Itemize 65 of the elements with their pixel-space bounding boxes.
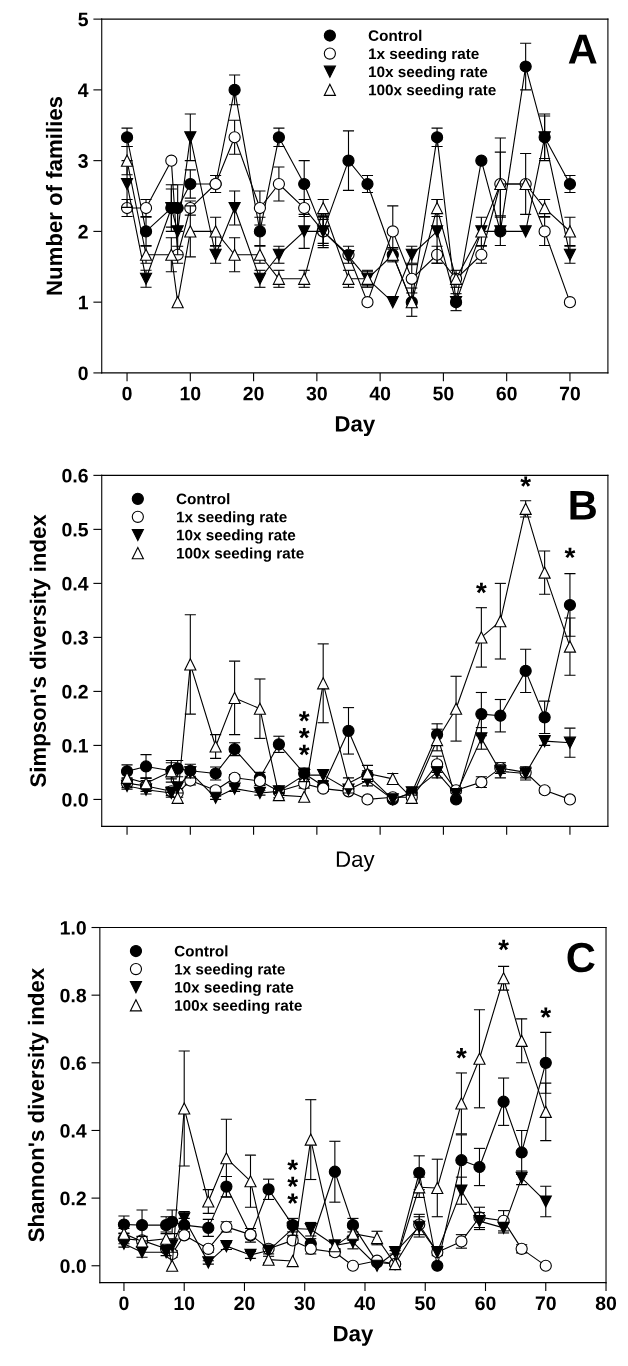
annotation: B bbox=[570, 490, 596, 520]
annotation: * bbox=[564, 547, 576, 559]
annotation: * * * bbox=[298, 711, 310, 756]
y-tick-label: 0.0 bbox=[60, 1259, 86, 1273]
legend-label: 10x seeding rate bbox=[176, 529, 296, 544]
legend-label: 1x seeding rate bbox=[175, 963, 285, 978]
y-tick-label: 3 bbox=[78, 154, 88, 168]
annotation: * bbox=[456, 1048, 467, 1059]
x-tick-label: 80 bbox=[595, 1296, 617, 1311]
x-tick-label: 60 bbox=[496, 386, 517, 401]
y-tick-label: 0.5 bbox=[62, 522, 88, 537]
annotation: * bbox=[498, 939, 509, 951]
x-tick-label: 10 bbox=[180, 386, 201, 401]
x-axis-title: Day bbox=[335, 416, 376, 437]
x-tick-label: 30 bbox=[294, 1296, 315, 1311]
legend-label: 100x seeding rate bbox=[176, 547, 304, 562]
x-tick-label: 40 bbox=[354, 1296, 376, 1311]
x-tick-label: 20 bbox=[234, 1296, 255, 1311]
annotation: C bbox=[567, 942, 595, 973]
y-tick-label: 0.0 bbox=[62, 792, 88, 807]
legend-label: 1x seeding rate bbox=[176, 511, 287, 526]
y-tick-label: 0.3 bbox=[62, 630, 88, 645]
x-tick-label: 70 bbox=[535, 1296, 556, 1311]
y-tick-label: 0.8 bbox=[60, 988, 87, 1003]
y-tick-label: 5 bbox=[78, 12, 88, 27]
x-tick-label: 0 bbox=[119, 1296, 129, 1311]
y-tick-label: 0.1 bbox=[62, 738, 88, 753]
legend-label: Control bbox=[368, 29, 422, 42]
x-axis-title: Day bbox=[334, 1325, 374, 1346]
y-tick-label: 2 bbox=[78, 224, 88, 239]
annotation: * bbox=[540, 1007, 552, 1018]
x-tick-label: 40 bbox=[369, 386, 391, 401]
y-axis-title: Simpson's diversity index bbox=[29, 514, 51, 787]
annotation: * bbox=[476, 582, 487, 594]
x-axis-title: Day bbox=[336, 851, 375, 872]
x-tick-label: 70 bbox=[559, 386, 580, 401]
y-tick-label: 0.2 bbox=[60, 1191, 86, 1206]
legend-label: Control bbox=[176, 493, 230, 505]
y-tick-label: 0.6 bbox=[60, 1056, 86, 1071]
y-tick-label: 0.4 bbox=[62, 576, 89, 591]
annotation: * * * bbox=[287, 1159, 299, 1204]
y-tick-label: 4 bbox=[78, 83, 89, 97]
legend-label: 1x seeding rate bbox=[369, 47, 479, 63]
y-tick-label: 0.6 bbox=[62, 468, 88, 483]
legend-label: Control bbox=[174, 945, 228, 957]
legend-label: 10x seeding rate bbox=[175, 981, 294, 996]
y-tick-label: 0.4 bbox=[60, 1123, 87, 1138]
annotation: * bbox=[520, 476, 532, 487]
y-tick-label: 1.0 bbox=[60, 920, 86, 935]
x-tick-label: 50 bbox=[433, 386, 454, 401]
y-tick-label: 0 bbox=[78, 366, 88, 381]
y-tick-label: 0.2 bbox=[62, 684, 88, 699]
x-tick-label: 30 bbox=[306, 386, 327, 401]
x-tick-label: 50 bbox=[415, 1296, 436, 1311]
legend-label: 100x seeding rate bbox=[369, 84, 496, 99]
y-tick-label: 1 bbox=[78, 295, 88, 310]
y-axis-title: Number of families bbox=[45, 96, 63, 295]
annotation: A bbox=[568, 34, 597, 64]
legend-label: 10x seeding rate bbox=[369, 66, 488, 81]
x-tick-label: 20 bbox=[243, 386, 264, 401]
x-tick-label: 60 bbox=[475, 1296, 496, 1311]
legend-label: 100x seeding rate bbox=[175, 999, 302, 1014]
x-tick-label: 0 bbox=[122, 386, 132, 401]
y-axis-title: Shannon's diversity index bbox=[27, 968, 49, 1242]
x-tick-label: 10 bbox=[174, 1296, 195, 1311]
